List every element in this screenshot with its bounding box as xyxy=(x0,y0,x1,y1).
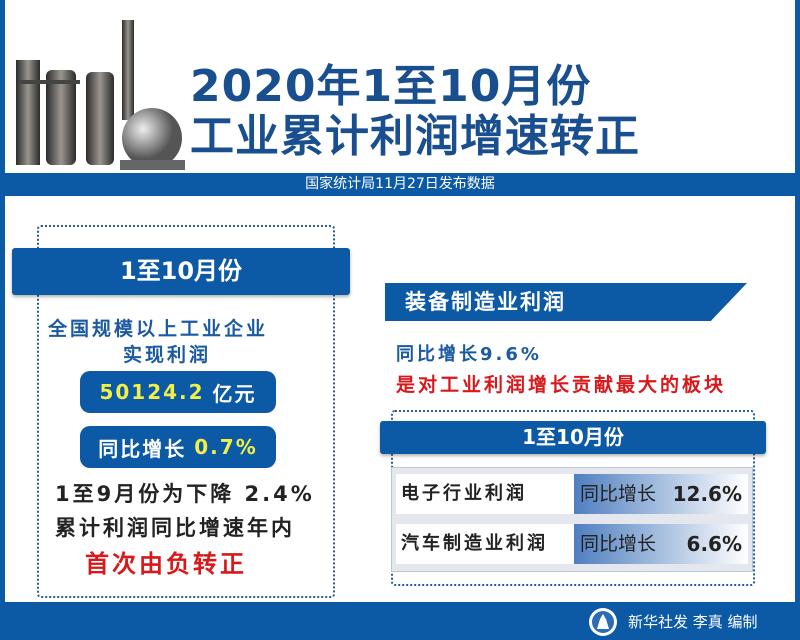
profit-unit: 亿元 xyxy=(212,381,257,406)
table-row: 汽车制造业利润 同比增长 6.6% xyxy=(396,524,748,564)
source-caption: 国家统计局11月27日发布数据 xyxy=(0,173,800,196)
title-line-1: 2020年1至10月份 xyxy=(190,61,592,112)
equipment-growth: 同比增长9.6% xyxy=(396,344,542,365)
desc-line-2: 实现利润 xyxy=(123,344,212,366)
row-growth-label: 同比增长 xyxy=(580,533,657,555)
industry-table: 电子行业利润 同比增长 12.6% 汽车制造业利润 同比增长 6.6% xyxy=(391,467,753,572)
left-period-header: 1至10月份 xyxy=(12,248,350,295)
growth-label: 同比增长 xyxy=(98,436,187,461)
row-value: 6.6% xyxy=(686,532,742,556)
profit-pill: 50124.2 亿元 xyxy=(80,371,276,413)
equipment-banner: 装备制造业利润 xyxy=(385,283,747,321)
note-line-2: 累计利润同比增速年内 xyxy=(55,516,295,540)
desc-line-1: 全国规模以上工业企业 xyxy=(48,318,269,340)
growth-value: 0.7% xyxy=(194,435,258,459)
right-period-header: 1至10月份 xyxy=(380,421,766,454)
refinery-illustration xyxy=(16,20,185,170)
row-label: 汽车制造业利润 xyxy=(396,524,574,564)
xinhua-logo-icon xyxy=(589,608,617,636)
profit-value: 50124.2 xyxy=(99,380,205,404)
footer-credit: 新华社发 李真 编制 xyxy=(628,613,758,631)
growth-pill: 同比增长 0.7% xyxy=(80,426,276,468)
table-row: 电子行业利润 同比增长 12.6% xyxy=(396,474,748,514)
note-line-3: 首次由负转正 xyxy=(85,550,247,578)
footer-bar: 新华社发 李真 编制 xyxy=(0,602,800,640)
row-growth-label: 同比增长 xyxy=(580,483,657,505)
row-label: 电子行业利润 xyxy=(396,474,574,514)
note-line-1: 1至9月份为下降 2.4% xyxy=(55,482,315,506)
equipment-highlight: 是对工业利润增长贡献最大的板块 xyxy=(396,374,727,396)
row-value: 12.6% xyxy=(672,482,742,506)
title-line-2: 工业累计利润增速转正 xyxy=(190,111,640,162)
left-panel xyxy=(37,225,335,598)
